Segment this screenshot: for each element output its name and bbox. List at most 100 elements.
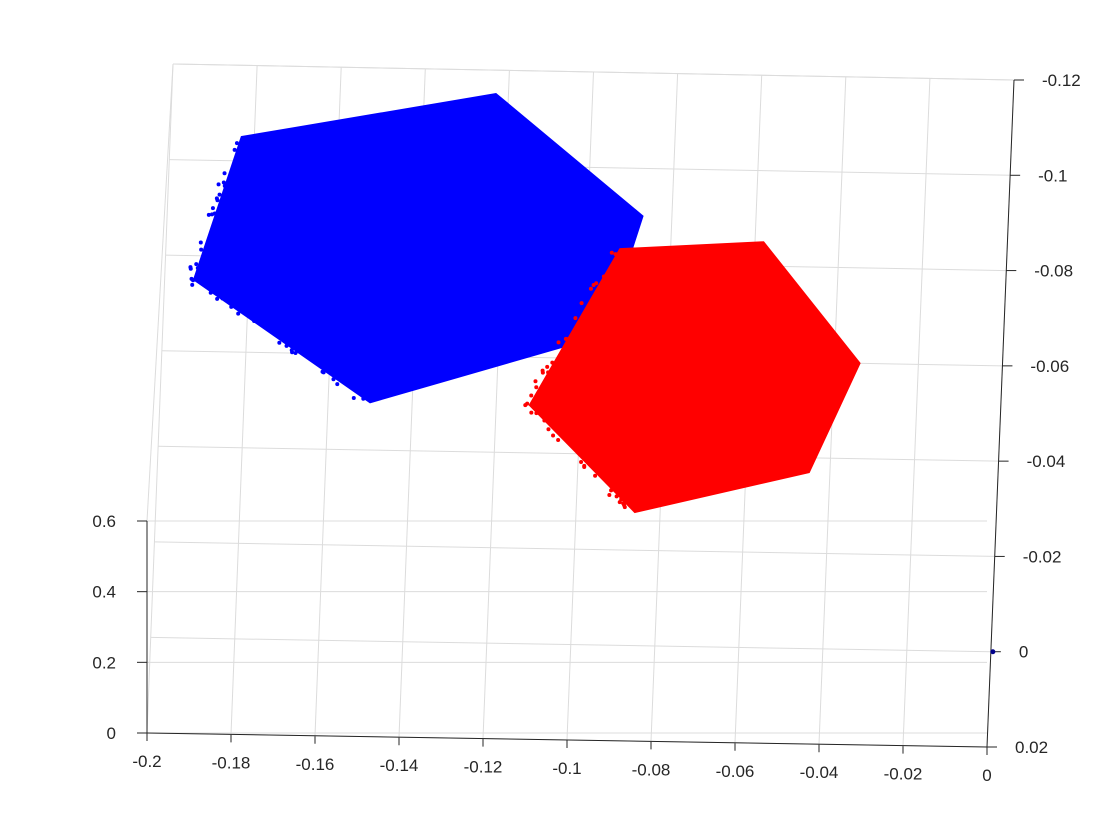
data-point bbox=[232, 147, 237, 152]
x-tick-label: -0.1 bbox=[552, 759, 581, 778]
x-tick-label: -0.14 bbox=[380, 756, 419, 775]
data-point bbox=[545, 364, 550, 369]
data-point bbox=[529, 410, 534, 415]
y-tick-label: -0.04 bbox=[1027, 452, 1066, 471]
data-point bbox=[573, 316, 578, 321]
data-point bbox=[361, 396, 366, 401]
data-point bbox=[320, 369, 325, 374]
data-point bbox=[588, 286, 593, 291]
x-tick-label: -0.02 bbox=[884, 765, 923, 784]
y-tick-label: -0.08 bbox=[1034, 262, 1073, 281]
data-point bbox=[533, 379, 538, 384]
data-point bbox=[217, 192, 222, 197]
y-tick-label: 0 bbox=[1019, 643, 1028, 662]
data-point bbox=[277, 340, 282, 345]
y-tick-label: 0.02 bbox=[1015, 738, 1048, 757]
x-tick-label: -0.2 bbox=[132, 752, 161, 771]
data-point bbox=[216, 182, 221, 187]
data-point bbox=[613, 252, 618, 257]
data-point bbox=[601, 274, 606, 279]
x-grid-line bbox=[902, 78, 931, 746]
z-tick-label: 0.4 bbox=[92, 583, 116, 602]
y-tick-label: -0.12 bbox=[1042, 71, 1081, 90]
data-point bbox=[556, 438, 561, 443]
y-grid-line bbox=[172, 63, 1015, 81]
data-point bbox=[199, 247, 204, 252]
data-point bbox=[215, 198, 220, 203]
y-axis-line bbox=[986, 79, 1015, 748]
point-cloud-body bbox=[528, 241, 861, 514]
data-point bbox=[582, 463, 587, 468]
data-point bbox=[621, 501, 626, 506]
data-point bbox=[234, 141, 239, 146]
data-point bbox=[210, 206, 215, 211]
y-tick-label: -0.06 bbox=[1030, 357, 1069, 376]
data-point bbox=[579, 301, 584, 306]
data-point bbox=[194, 262, 199, 267]
data-point bbox=[206, 212, 211, 217]
data-point bbox=[189, 276, 194, 281]
data-point bbox=[351, 395, 356, 400]
data-point bbox=[198, 240, 203, 245]
data-point bbox=[210, 212, 215, 217]
y-tick-label: -0.02 bbox=[1023, 547, 1062, 566]
z-tick-label: 0 bbox=[107, 724, 116, 743]
data-point bbox=[610, 487, 615, 492]
x-tick-label: -0.16 bbox=[296, 755, 335, 774]
data-point bbox=[208, 290, 213, 295]
data-point bbox=[529, 393, 534, 398]
data-point bbox=[540, 368, 545, 373]
data-point bbox=[195, 266, 200, 271]
axes bbox=[146, 79, 1015, 748]
data-point bbox=[222, 183, 227, 188]
data-point bbox=[546, 370, 551, 375]
data-point bbox=[550, 360, 555, 365]
data-point bbox=[593, 473, 598, 478]
data-point bbox=[190, 282, 195, 287]
data-point bbox=[556, 340, 561, 345]
data-point bbox=[534, 411, 539, 416]
x-tick-label: 0 bbox=[982, 766, 991, 785]
data-point bbox=[293, 350, 298, 355]
y-grid-line bbox=[150, 636, 991, 653]
x-tick-label: -0.04 bbox=[800, 763, 839, 782]
series-1 bbox=[188, 92, 644, 404]
data-point bbox=[534, 385, 539, 390]
data-point bbox=[542, 418, 547, 423]
data-point bbox=[594, 281, 599, 286]
x-tick-label: -0.08 bbox=[632, 760, 671, 779]
data-point bbox=[236, 311, 241, 316]
tick-labels: -0.2 -0.18 -0.16 -0.14 -0.12 -0.1 -0.08 -0.06 -0… bbox=[92, 71, 1080, 785]
z-tick-label: 0.2 bbox=[92, 653, 116, 672]
data-point bbox=[551, 433, 556, 438]
data-point bbox=[289, 348, 294, 353]
back-edge-left bbox=[146, 63, 174, 522]
data-point bbox=[221, 180, 226, 185]
data-point bbox=[252, 319, 257, 324]
data-point bbox=[523, 403, 528, 408]
data-point bbox=[220, 296, 225, 301]
y-grid-line bbox=[154, 541, 995, 557]
data-point bbox=[546, 427, 551, 432]
data-point bbox=[229, 304, 234, 309]
data-point bbox=[563, 336, 568, 341]
x-axis-line bbox=[146, 732, 988, 748]
data-point bbox=[284, 343, 289, 348]
data-point bbox=[579, 459, 584, 464]
data-point bbox=[990, 649, 996, 655]
data-point bbox=[331, 377, 336, 382]
data-series bbox=[188, 92, 996, 655]
x-tick-label: -0.06 bbox=[716, 762, 755, 781]
data-point bbox=[609, 250, 614, 255]
x-grid-line bbox=[146, 63, 174, 734]
data-point bbox=[617, 500, 622, 505]
x-tick-label: -0.18 bbox=[212, 753, 251, 772]
data-point bbox=[614, 494, 619, 499]
data-point bbox=[188, 265, 193, 270]
x-tick-label: -0.12 bbox=[464, 758, 503, 777]
data-point bbox=[607, 493, 612, 498]
series-2 bbox=[523, 241, 861, 514]
data-point bbox=[215, 296, 220, 301]
data-point bbox=[335, 382, 340, 387]
